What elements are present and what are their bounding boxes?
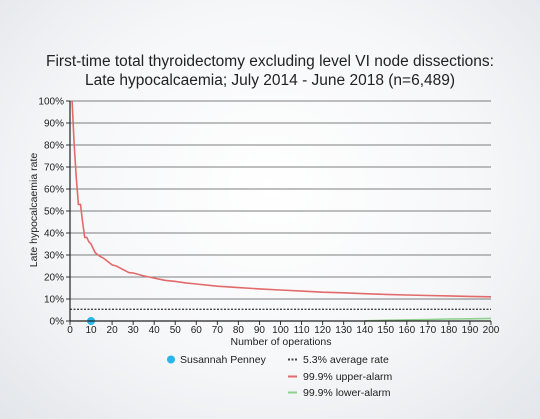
y-tick-label: 20%	[44, 273, 64, 284]
x-tick-label: 180	[441, 325, 458, 336]
legend-label: 99.9% lower-alarm	[303, 387, 391, 399]
y-tick-label: 40%	[44, 229, 64, 240]
chart-title: First-time total thyroidectomy excluding…	[46, 53, 494, 70]
chart-subtitle: Late hypocalcaemia; July 2014 - June 201…	[84, 72, 456, 89]
y-tick-label: 30%	[44, 251, 64, 262]
x-tick-label: 10	[85, 325, 97, 336]
legend-marker	[167, 355, 175, 364]
x-tick-label: 100	[272, 325, 289, 336]
x-tick-label: 80	[233, 325, 245, 336]
x-tick-label: 170	[420, 325, 437, 336]
x-tick-label: 90	[254, 325, 266, 336]
legend-label: Susannah Penney	[180, 354, 267, 366]
x-tick-label: 30	[128, 325, 140, 336]
x-tick-label: 120	[314, 325, 331, 336]
y-tick-label: 100%	[38, 97, 64, 108]
x-tick-label: 160	[398, 325, 415, 336]
x-tick-label: 200	[483, 325, 500, 336]
axes	[69, 101, 491, 322]
y-tick-label: 70%	[44, 163, 64, 174]
series-line-1	[71, 100, 492, 298]
x-tick-label: 190	[462, 325, 479, 336]
grid-lines	[70, 100, 491, 322]
y-tick-label: 50%	[44, 207, 64, 218]
y-axis-ticks: 0% 10% 20% 30% 40% 50% 60% 70% 80% 90% 100%	[38, 97, 70, 328]
x-tick-label: 70	[212, 325, 224, 336]
legend: Susannah Penney 5.3% average rate 99.9% up…	[167, 354, 393, 399]
x-tick-label: 20	[107, 325, 119, 336]
y-tick-label: 10%	[44, 295, 64, 306]
y-axis-label: Late hypocalcaemia rate	[28, 153, 40, 268]
series-group	[70, 100, 492, 325]
series-line-2	[364, 317, 492, 322]
x-tick-label: 140	[356, 325, 373, 336]
x-tick-label: 130	[335, 325, 352, 336]
y-tick-label: 80%	[44, 141, 64, 152]
x-tick-label: 110	[294, 325, 310, 336]
y-tick-label: 60%	[44, 185, 64, 196]
x-tick-label: 50	[170, 325, 182, 336]
legend-label: 5.3% average rate	[303, 354, 389, 366]
x-axis-label: Number of operations	[231, 336, 332, 348]
x-tick-label: 150	[377, 325, 394, 336]
x-tick-label: 0	[67, 325, 73, 336]
legend-label: 99.9% upper-alarm	[303, 371, 393, 383]
x-tick-label: 40	[149, 325, 161, 336]
y-tick-label: 90%	[44, 119, 64, 130]
x-axis-ticks: 0 10 20 30 40 50 60 70 80 90 100 110 120 130 140 150 160…	[67, 321, 500, 336]
x-tick-label: 60	[191, 325, 203, 336]
y-tick-label: 0%	[50, 317, 65, 328]
